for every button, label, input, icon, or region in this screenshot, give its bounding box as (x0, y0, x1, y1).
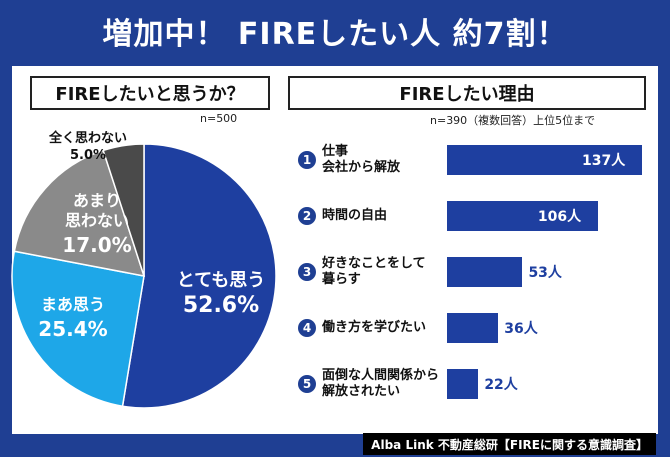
headline: 増加中！ FIREしたい人 約7割！ (102, 17, 568, 52)
rank-badge: 5 (298, 375, 316, 393)
bar-value-label: 106人 (537, 209, 582, 225)
rank-badge: 2 (298, 207, 316, 225)
pie-slice (102, 143, 145, 277)
pie-slice (13, 149, 146, 277)
bar-category-label: 時間の自由 (322, 208, 388, 223)
pie-slice-value: 52.6% (183, 293, 259, 318)
rank-badge: 3 (298, 263, 316, 281)
bar (447, 257, 523, 287)
bar-value-label: 53人 (528, 265, 562, 281)
bar-category-label: 働き方を学びたい (322, 320, 427, 335)
bar-value-label: 36人 (504, 321, 538, 337)
pie-title: FIREしたいと思うか？ (30, 76, 270, 110)
bar-value-label: 137人 (582, 153, 626, 169)
pie-slice-value: 25.4% (38, 317, 107, 341)
bar-category-label: 面倒な人間関係から 解放されたい (322, 368, 440, 399)
bar-sample-note: n=390（複数回答）上位5位まで (430, 114, 596, 127)
pie-slice-label: とても思う (177, 270, 266, 291)
bar (447, 145, 642, 175)
pie-slice-value: 5.0% (70, 148, 106, 163)
source-footer: Alba Link 不動産総研【FIREに関する意識調査】 (363, 433, 656, 455)
pie-slice (11, 250, 145, 408)
bar-value-label: 22人 (484, 377, 518, 393)
pie-slice-label: 全く思わない (48, 130, 127, 146)
pie-slice-label: まあ思う (41, 295, 105, 314)
pie-slice (121, 143, 277, 409)
bar-category-label: 仕事 会社から解放 (322, 144, 401, 175)
rank-badge: 4 (298, 319, 316, 337)
bar-title: FIREしたい理由 (288, 76, 646, 110)
bar (447, 201, 598, 231)
bar (447, 369, 479, 399)
pie-slice-value: 17.0% (62, 233, 131, 257)
bar-category-label: 好きなことをして 暮らす (322, 256, 426, 287)
pie-sample-note: n=500 (200, 112, 238, 125)
bar (447, 313, 499, 343)
rank-badge: 1 (298, 151, 316, 169)
pie-slice-label: あまり思わない (65, 191, 129, 230)
